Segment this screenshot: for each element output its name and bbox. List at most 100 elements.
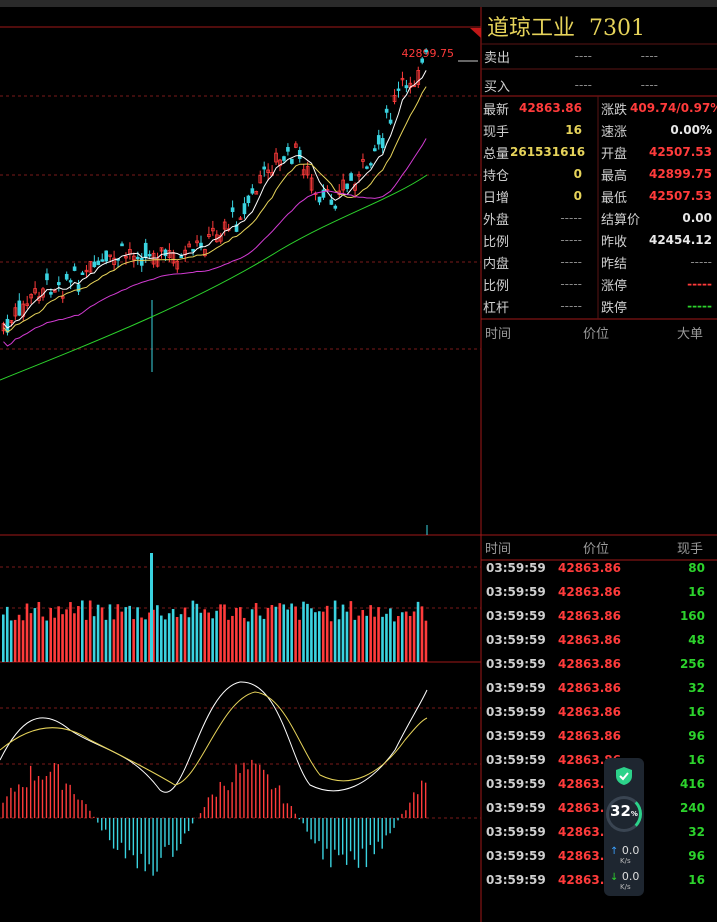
candle-body <box>96 260 101 266</box>
quote-left-value: ----- <box>560 255 582 269</box>
trade-time: 03:59:59 <box>486 561 546 575</box>
trade-price: 42863.86 <box>558 585 622 599</box>
candle-body <box>159 247 164 252</box>
trade-price: 42863.86 <box>558 681 622 695</box>
volume-bar <box>404 611 408 662</box>
candle-body <box>384 108 389 113</box>
candle-body <box>203 249 207 257</box>
candle-body <box>230 207 235 213</box>
quote-right-value: 0.00% <box>670 123 712 137</box>
volume-bar <box>120 611 124 662</box>
volume-bar <box>203 609 207 662</box>
candle-body <box>60 296 65 299</box>
big-orders-time-header: 时间 <box>485 327 512 342</box>
quote-left-label: 最新 <box>483 103 510 118</box>
volume-bar <box>156 605 159 662</box>
candle-body <box>68 280 73 283</box>
buy-price: ---- <box>574 78 592 92</box>
volume-bar <box>242 617 246 662</box>
trade-row[interactable]: 03:59:59 42863.86 32 <box>481 821 717 845</box>
trade-row[interactable]: 03:59:59 42863.86 16 <box>481 701 717 725</box>
volume-bar <box>108 604 112 662</box>
trade-row[interactable]: 03:59:59 42863.86 16 <box>481 749 717 773</box>
volume-bar <box>420 606 424 662</box>
volume-bar <box>49 607 52 662</box>
candle-body <box>365 166 369 169</box>
quote-right-value: ----- <box>687 277 712 291</box>
candle-body <box>290 158 294 164</box>
quote-right-label: 开盘 <box>601 147 628 162</box>
candle-body <box>120 243 124 247</box>
trade-row[interactable]: 03:59:59 42863.86 96 <box>481 845 717 869</box>
trade-row[interactable]: 03:59:59 42863.86 160 <box>481 605 717 629</box>
volume-bar <box>408 615 412 662</box>
trade-row[interactable]: 03:59:59 42863.86 48 <box>481 629 717 653</box>
trade-qty: 16 <box>688 753 705 767</box>
network-speed-widget[interactable]: 32% ↑ 0.0 K/s ↓ 0.0 K/s <box>604 758 644 896</box>
candle-body <box>372 148 377 152</box>
volume-bar <box>298 619 301 662</box>
volume-bar <box>278 603 282 662</box>
quote-right-label: 跌停 <box>601 301 628 316</box>
trade-row[interactable]: 03:59:59 42863.86 16 <box>481 581 717 605</box>
candle-body <box>254 191 259 195</box>
trade-row[interactable]: 03:59:59 42863.86 80 <box>481 557 717 581</box>
trade-row[interactable]: 03:59:59 42863.86 416 <box>481 773 717 797</box>
volume-bar <box>282 604 286 662</box>
trade-qty: 16 <box>688 873 705 887</box>
volume-bar <box>250 609 254 662</box>
instrument-name: 道琼工业 <box>487 16 576 41</box>
volume-bar <box>163 619 167 662</box>
quote-right-label: 最高 <box>601 169 628 184</box>
volume-bar <box>152 609 155 662</box>
trade-qty: 80 <box>688 561 705 575</box>
candle-body <box>349 173 353 181</box>
volume-bar <box>381 616 384 662</box>
candle-body <box>321 189 326 198</box>
volume-bar <box>412 611 416 662</box>
quote-right-label: 昨收 <box>601 235 628 250</box>
volume-bar <box>262 618 266 662</box>
big-orders-price-header: 价位 <box>583 327 610 342</box>
volume-bar <box>124 607 128 662</box>
trade-row[interactable]: 03:59:59 42863.86 16 <box>481 869 717 893</box>
quote-left-value: ----- <box>560 277 582 291</box>
candle-body <box>33 288 37 294</box>
quote-right-value: 409.74/0.97% <box>630 101 717 115</box>
quote-left-value: ----- <box>560 211 582 225</box>
trade-time: 03:59:59 <box>486 633 546 647</box>
volume-bar <box>167 613 171 662</box>
trade-qty: 256 <box>679 657 705 671</box>
trade-row[interactable]: 03:59:59 42863.86 96 <box>481 725 717 749</box>
trade-row[interactable]: 03:59:59 42863.86 32 <box>481 677 717 701</box>
volume-bar <box>337 619 341 662</box>
quote-right-value: 42899.75 <box>648 167 712 181</box>
trade-time: 03:59:59 <box>486 681 546 695</box>
candle-body <box>424 49 428 53</box>
candle-body <box>404 85 409 89</box>
volume-bar <box>37 601 41 662</box>
candle-body <box>143 242 148 259</box>
volume-bar <box>92 616 96 662</box>
sell-price: ---- <box>574 49 592 63</box>
volume-bar <box>61 614 64 662</box>
volume-bar <box>353 619 357 662</box>
volume-bar <box>207 612 210 662</box>
volume-bar <box>195 603 199 662</box>
volume-bar <box>294 606 297 662</box>
trades-time-header: 时间 <box>485 542 512 557</box>
trade-time: 03:59:59 <box>486 849 546 863</box>
upload-speed: ↑ 0.0 K/s <box>610 844 640 865</box>
quote-left-label: 持仓 <box>483 169 510 184</box>
volume-bar-spike <box>150 553 153 662</box>
candle-body <box>242 203 247 215</box>
candle-body <box>9 320 14 324</box>
quote-left-value: ----- <box>560 233 582 247</box>
candle-body <box>139 257 144 266</box>
quote-left-value: 16 <box>565 123 582 137</box>
trade-row[interactable]: 03:59:59 42863.86 240 <box>481 797 717 821</box>
trade-row[interactable]: 03:59:59 42863.86 256 <box>481 653 717 677</box>
volume-bar <box>112 619 116 662</box>
corner-marker-icon <box>470 28 481 38</box>
